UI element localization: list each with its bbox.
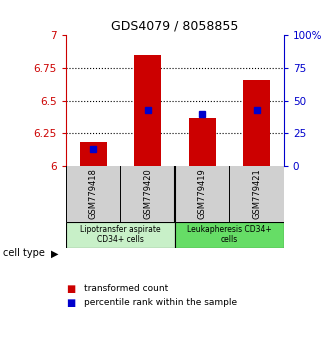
Title: GDS4079 / 8058855: GDS4079 / 8058855 — [111, 20, 239, 33]
Text: ■: ■ — [66, 298, 75, 308]
Bar — [243, 80, 270, 166]
Bar — [66, 222, 175, 248]
Text: GSM779421: GSM779421 — [252, 169, 261, 219]
Text: Leukapheresis CD34+
cells: Leukapheresis CD34+ cells — [187, 225, 272, 245]
Bar — [80, 142, 107, 166]
Bar — [134, 55, 161, 166]
Text: ■: ■ — [66, 284, 75, 293]
Text: GSM779418: GSM779418 — [89, 169, 98, 219]
Text: GSM779419: GSM779419 — [198, 169, 207, 219]
Text: GSM779420: GSM779420 — [143, 169, 152, 219]
Text: ▶: ▶ — [51, 249, 59, 259]
Text: transformed count: transformed count — [84, 284, 168, 293]
Bar — [175, 222, 284, 248]
Text: percentile rank within the sample: percentile rank within the sample — [84, 298, 237, 307]
Text: cell type: cell type — [3, 248, 45, 258]
Bar — [188, 118, 216, 166]
Text: Lipotransfer aspirate
CD34+ cells: Lipotransfer aspirate CD34+ cells — [80, 225, 161, 245]
